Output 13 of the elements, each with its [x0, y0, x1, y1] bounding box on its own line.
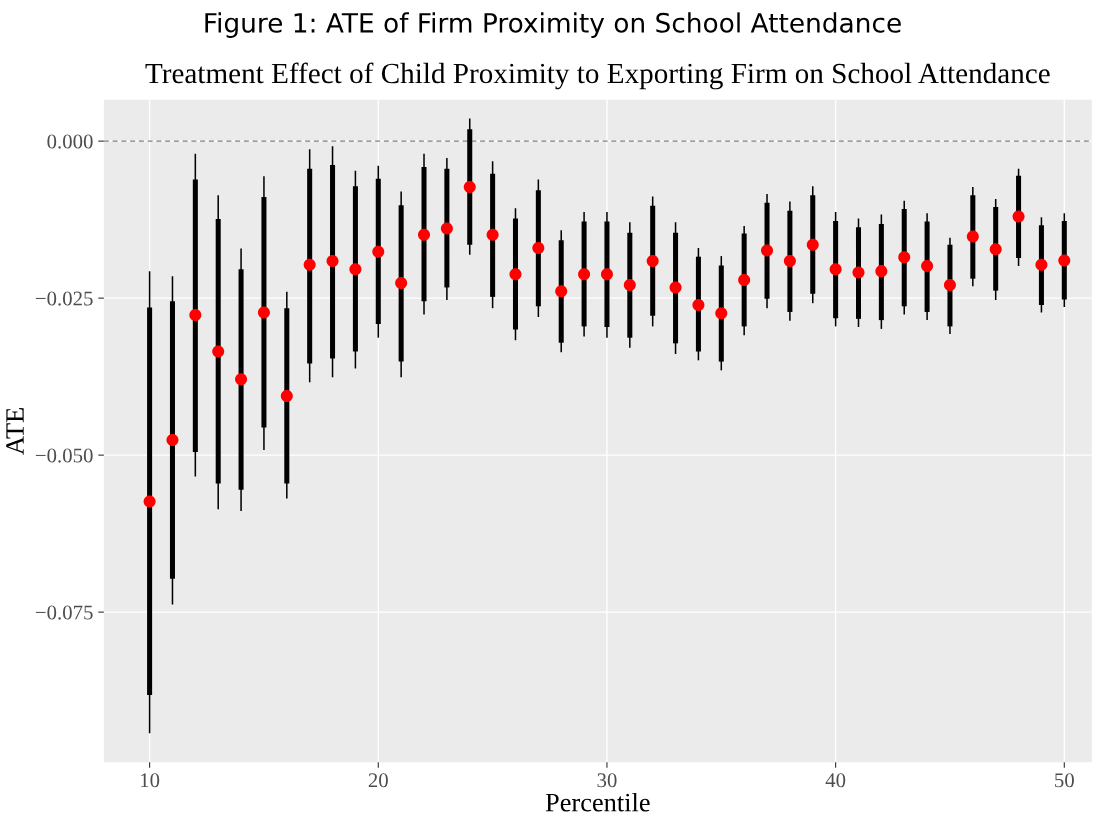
y-tick-label: −0.075 — [35, 605, 93, 620]
chart-subtitle: Treatment Effect of Child Proximity to Exporting Firm on School Attendance — [145, 62, 1050, 90]
x-tick-label: 50 — [1055, 773, 1074, 788]
x-axis-title: Percentile — [545, 792, 650, 812]
x-tick-label: 40 — [825, 773, 846, 788]
x-tick-label: 10 — [141, 773, 160, 788]
chart-title: Figure 1: ATE of Firm Proximity on School Attendance — [205, 12, 901, 38]
x-tick-label: 20 — [368, 773, 388, 788]
y-tick-label: −0.050 — [35, 448, 93, 463]
x-tick-label: 30 — [597, 773, 617, 788]
y-axis-title: ATE — [6, 408, 24, 455]
y-tick-label: 0.000 — [47, 134, 93, 149]
y-tick-label: −0.025 — [35, 291, 93, 306]
